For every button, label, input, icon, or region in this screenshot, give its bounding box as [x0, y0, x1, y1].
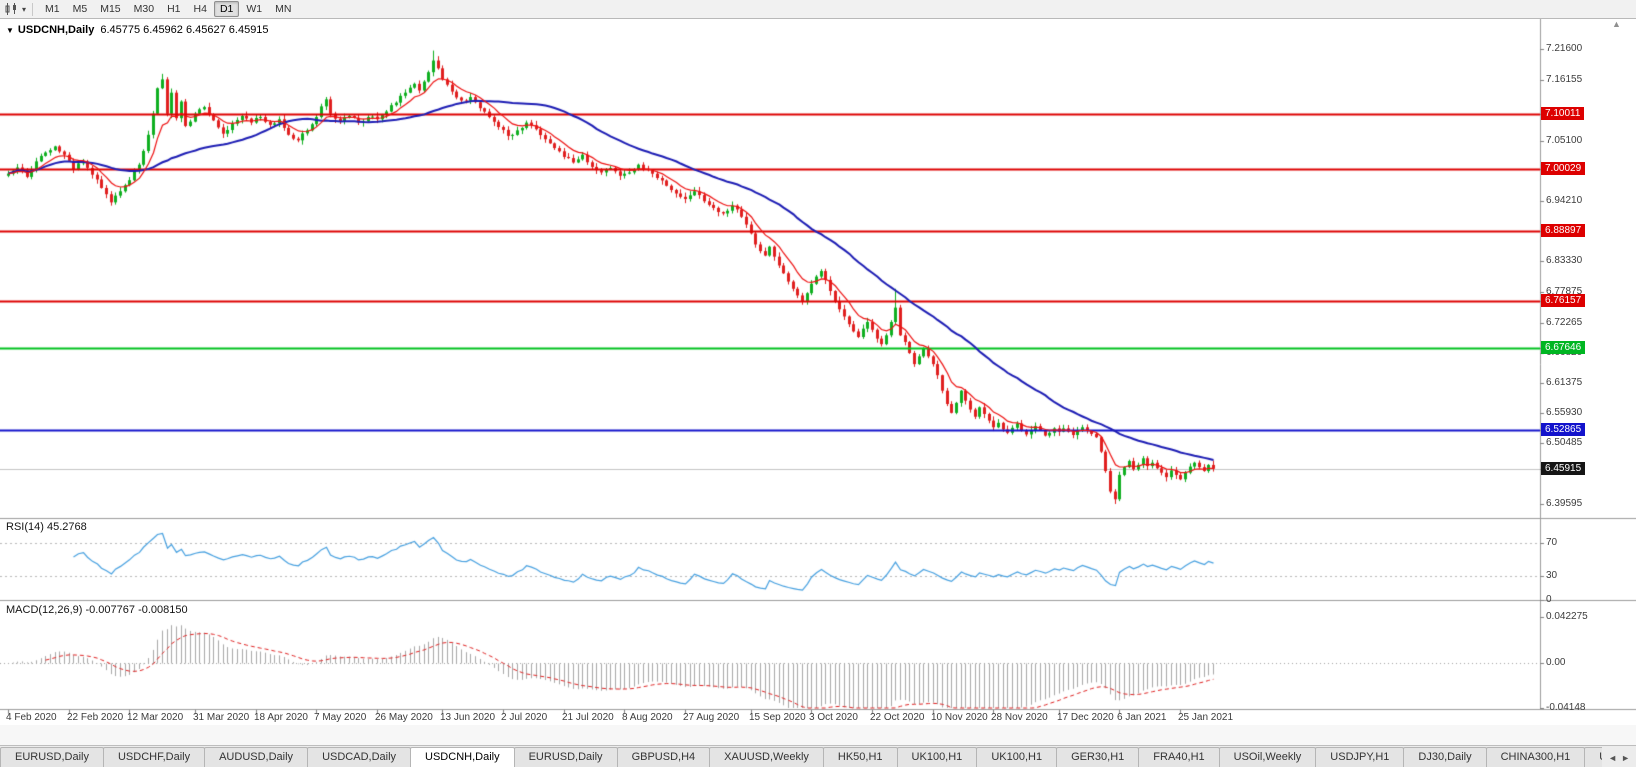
date-axis-label: 28 Nov 2020 [991, 712, 1048, 723]
price-axis-label: 6.83330 [1546, 255, 1583, 267]
date-axis-label: 22 Oct 2020 [870, 712, 925, 723]
chart-canvas[interactable] [0, 19, 1636, 725]
chart-tab-usdcad-daily[interactable]: USDCAD,Daily [307, 747, 412, 767]
chart-ohlc-values: 6.45775 6.45962 6.45627 6.45915 [100, 24, 269, 36]
price-axis-label: 6.50485 [1546, 437, 1583, 449]
tab-scroll-controls: ◄ ► [1602, 753, 1636, 767]
price-line-label: 6.67646 [1541, 341, 1586, 355]
date-axis-label: 12 Mar 2020 [127, 712, 184, 723]
timeframe-button-m5[interactable]: M5 [72, 3, 88, 15]
chart-tab-ger30-h1[interactable]: GER30,H1 [1056, 747, 1140, 767]
price-axis-label: 6.94210 [1546, 195, 1583, 207]
rsi-axis-label: 30 [1546, 569, 1558, 581]
top-toolbar: ▾ M1 M5 M15 M30 H1 H4 D1 W1 MN [0, 0, 1636, 19]
price-line-label: 7.10011 [1541, 106, 1585, 120]
chart-tab-uk100-h1[interactable]: UK100,H1 [896, 747, 978, 767]
chart-tab-usdcnh-daily[interactable]: USDCNH,Daily [410, 747, 515, 767]
price-line-label: 6.45915 [1541, 461, 1586, 475]
date-axis-label: 27 Aug 2020 [683, 712, 740, 723]
chart-tab-eurusd-daily[interactable]: EURUSD,Daily [513, 747, 618, 767]
date-axis-label: 26 May 2020 [375, 712, 433, 723]
price-line-label: 6.52865 [1541, 423, 1586, 437]
collapse-triangle-icon[interactable]: ▼ [6, 26, 14, 35]
price-line-label: 7.00029 [1541, 161, 1586, 175]
date-axis-label: 21 Jul 2020 [562, 712, 614, 723]
chart-tab-fra40-h1[interactable]: FRA40,H1 [1138, 747, 1220, 767]
rsi-axis-label: 70 [1546, 537, 1558, 549]
date-axis-label: 8 Aug 2020 [622, 712, 673, 723]
price-axis-label: 6.61375 [1546, 377, 1583, 389]
timeframe-button-mn[interactable]: MN [275, 3, 292, 15]
timeframe-toolbar: M1 M5 M15 M30 H1 H4 D1 W1 MN [39, 1, 298, 17]
price-axis-label: 6.72265 [1546, 316, 1583, 328]
date-axis-label: 10 Nov 2020 [931, 712, 988, 723]
date-axis-label: 3 Oct 2020 [809, 712, 858, 723]
chart-tab-usoil-weekly[interactable]: USOil,Weekly [1218, 747, 1317, 767]
chart-tab-uk100-h1[interactable]: UK100,H1 [976, 747, 1058, 767]
rsi-indicator-label: RSI(14) 45.2768 [6, 521, 87, 533]
date-axis-label: 18 Apr 2020 [254, 712, 308, 723]
timeframe-button-m1[interactable]: M1 [45, 3, 60, 15]
chart-symbol-label: USDCNH,Daily [17, 24, 95, 36]
timeframe-button-m15[interactable]: M15 [100, 3, 121, 15]
macd-indicator-label: MACD(12,26,9) -0.007767 -0.008150 [6, 604, 188, 616]
price-axis-label: 7.21600 [1546, 43, 1583, 55]
date-axis-label: 25 Jan 2021 [1178, 712, 1234, 723]
chart-tab-usdchf-daily[interactable]: USDCHF,Daily [102, 747, 206, 767]
date-axis-label: 7 May 2020 [314, 712, 367, 723]
date-axis-label: 6 Jan 2021 [1117, 712, 1167, 723]
date-axis-label: 2 Jul 2020 [501, 712, 548, 723]
chart-tab-audusd-daily[interactable]: AUDUSD,Daily [204, 747, 309, 767]
date-axis-label: 15 Sep 2020 [749, 712, 806, 723]
timeframe-button-h1[interactable]: H1 [167, 3, 181, 15]
date-axis-label: 17 Dec 2020 [1057, 712, 1114, 723]
macd-axis-label: 0.00 [1546, 657, 1566, 668]
chart-window: ▼ USDCNH,Daily 6.45775 6.45962 6.45627 6.4… [0, 19, 1636, 725]
macd-axis-label: -0.04148 [1546, 702, 1586, 713]
price-axis-label: 6.39595 [1546, 497, 1583, 509]
timeframe-button-h4[interactable]: H4 [193, 3, 207, 15]
chart-tab-usdjpy-h1[interactable]: USDJPY,H1 [1315, 747, 1405, 767]
timeframe-button-m30[interactable]: M30 [133, 3, 155, 15]
chart-tab-xauusd-weekly[interactable]: XAUUSD,Weekly [709, 747, 824, 767]
date-axis-label: 22 Feb 2020 [67, 712, 124, 723]
macd-axis-label: 0.042275 [1546, 611, 1588, 622]
date-axis-label: 31 Mar 2020 [193, 712, 250, 723]
scroll-up-icon[interactable]: ▲ [1612, 19, 1621, 29]
date-axis-label: 4 Feb 2020 [6, 712, 57, 723]
price-line-label: 6.76157 [1541, 294, 1586, 308]
price-line-label: 6.88897 [1541, 223, 1586, 237]
chart-tabs: EURUSD,Daily USDCHF,Daily AUDUSD,Daily USDC… [0, 746, 1603, 767]
price-axis-label: 6.55930 [1546, 407, 1583, 419]
chart-tab-hk50-h1[interactable]: HK50,H1 [822, 747, 898, 767]
chart-menu-dropdown-icon[interactable]: ▾ [22, 4, 27, 14]
timeframe-button-w1[interactable]: W1 [246, 3, 263, 15]
chart-tab-bar: EURUSD,Daily USDCHF,Daily AUDUSD,Daily USDC… [0, 745, 1636, 767]
price-axis-label: 6.77875 [1546, 285, 1583, 297]
chart-type-icon[interactable] [3, 3, 21, 15]
chart-tab-china300-h1[interactable]: CHINA300,H1 [1485, 747, 1586, 767]
price-axis-label: 7.16155 [1546, 73, 1583, 85]
tab-scroll-left-icon[interactable]: ◄ [1608, 753, 1618, 763]
chart-title: ▼ USDCNH,Daily 6.45775 6.45962 6.45627 6.4… [6, 24, 269, 36]
chart-tab-dj30-daily[interactable]: DJ30,Daily [1403, 747, 1487, 767]
toolbar-separator [32, 2, 34, 16]
price-axis-label: 7.05100 [1546, 134, 1583, 146]
chart-tab-u[interactable]: U [1584, 747, 1603, 767]
chart-tab-eurusd-daily[interactable]: EURUSD,Daily [0, 747, 104, 767]
date-axis-label: 13 Jun 2020 [440, 712, 496, 723]
rsi-axis-label: 0 [1546, 594, 1552, 605]
tab-scroll-right-icon[interactable]: ► [1621, 753, 1630, 763]
chart-tab-gbpusd-h4[interactable]: GBPUSD,H4 [616, 747, 711, 767]
timeframe-button-d1[interactable]: D1 [213, 1, 240, 17]
